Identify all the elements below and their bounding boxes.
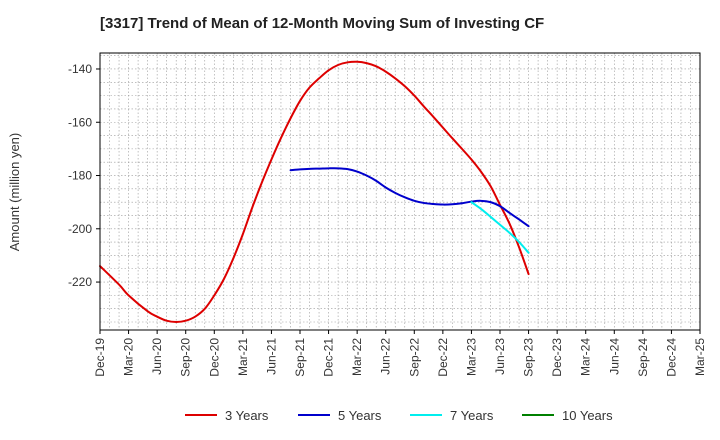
series-layer — [99, 60, 530, 324]
x-tick-label: Sep-24 — [636, 338, 650, 377]
x-tick-label: Mar-23 — [464, 338, 478, 376]
x-tick-label: Jun-23 — [493, 338, 507, 375]
x-tick-label: Dec-22 — [436, 338, 450, 377]
x-tick-label: Jun-20 — [150, 338, 164, 375]
x-tick-label: Jun-24 — [607, 338, 621, 375]
legend-label: 3 Years — [225, 408, 269, 423]
x-tick-label: Mar-20 — [122, 338, 136, 376]
x-tick-label: Dec-23 — [550, 338, 564, 377]
x-tick-label: Dec-20 — [207, 338, 221, 377]
legend-label: 7 Years — [450, 408, 494, 423]
x-tick-label: Mar-21 — [236, 338, 250, 376]
x-ticks: Dec-19 Mar-20 Jun-20 Sep-20 Dec-20 Mar-21 Jun-… — [93, 330, 707, 377]
y-tick-label: -220 — [68, 275, 92, 289]
x-tick-label: Jun-22 — [379, 338, 393, 375]
x-tick-label: Mar-22 — [350, 338, 364, 376]
legend: 3 Years 5 Years 7 Years 10 Years — [185, 408, 613, 423]
plot-frame — [99, 52, 701, 331]
y-tick-label: -140 — [68, 62, 92, 76]
chart-title: [3317] Trend of Mean of 12-Month Moving … — [100, 15, 544, 32]
y-tick-label: -180 — [68, 169, 92, 183]
x-tick-label: Dec-19 — [93, 338, 107, 377]
series-line-3-years — [99, 60, 530, 324]
y-axis-label: Amount (million yen) — [7, 133, 22, 252]
legend-label: 10 Years — [562, 408, 613, 423]
x-tick-label: Sep-21 — [293, 338, 307, 377]
x-tick-label: Mar-24 — [579, 338, 593, 376]
y-ticks: -140 -160 -180 -200 -220 — [68, 62, 100, 289]
x-tick-label: Sep-20 — [179, 338, 193, 377]
x-tick-label: Sep-23 — [522, 338, 536, 377]
x-tick-label: Dec-21 — [322, 338, 336, 377]
series-line-7-years — [470, 201, 530, 254]
grid — [100, 53, 700, 330]
x-tick-label: Jun-21 — [264, 338, 278, 375]
legend-label: 5 Years — [338, 408, 382, 423]
y-tick-label: -160 — [68, 115, 92, 129]
series-line-5-years — [289, 167, 530, 228]
y-tick-label: -200 — [68, 222, 92, 236]
x-tick-label: Mar-25 — [693, 338, 707, 376]
x-tick-label: Dec-24 — [664, 338, 678, 377]
x-tick-label: Sep-22 — [407, 338, 421, 377]
